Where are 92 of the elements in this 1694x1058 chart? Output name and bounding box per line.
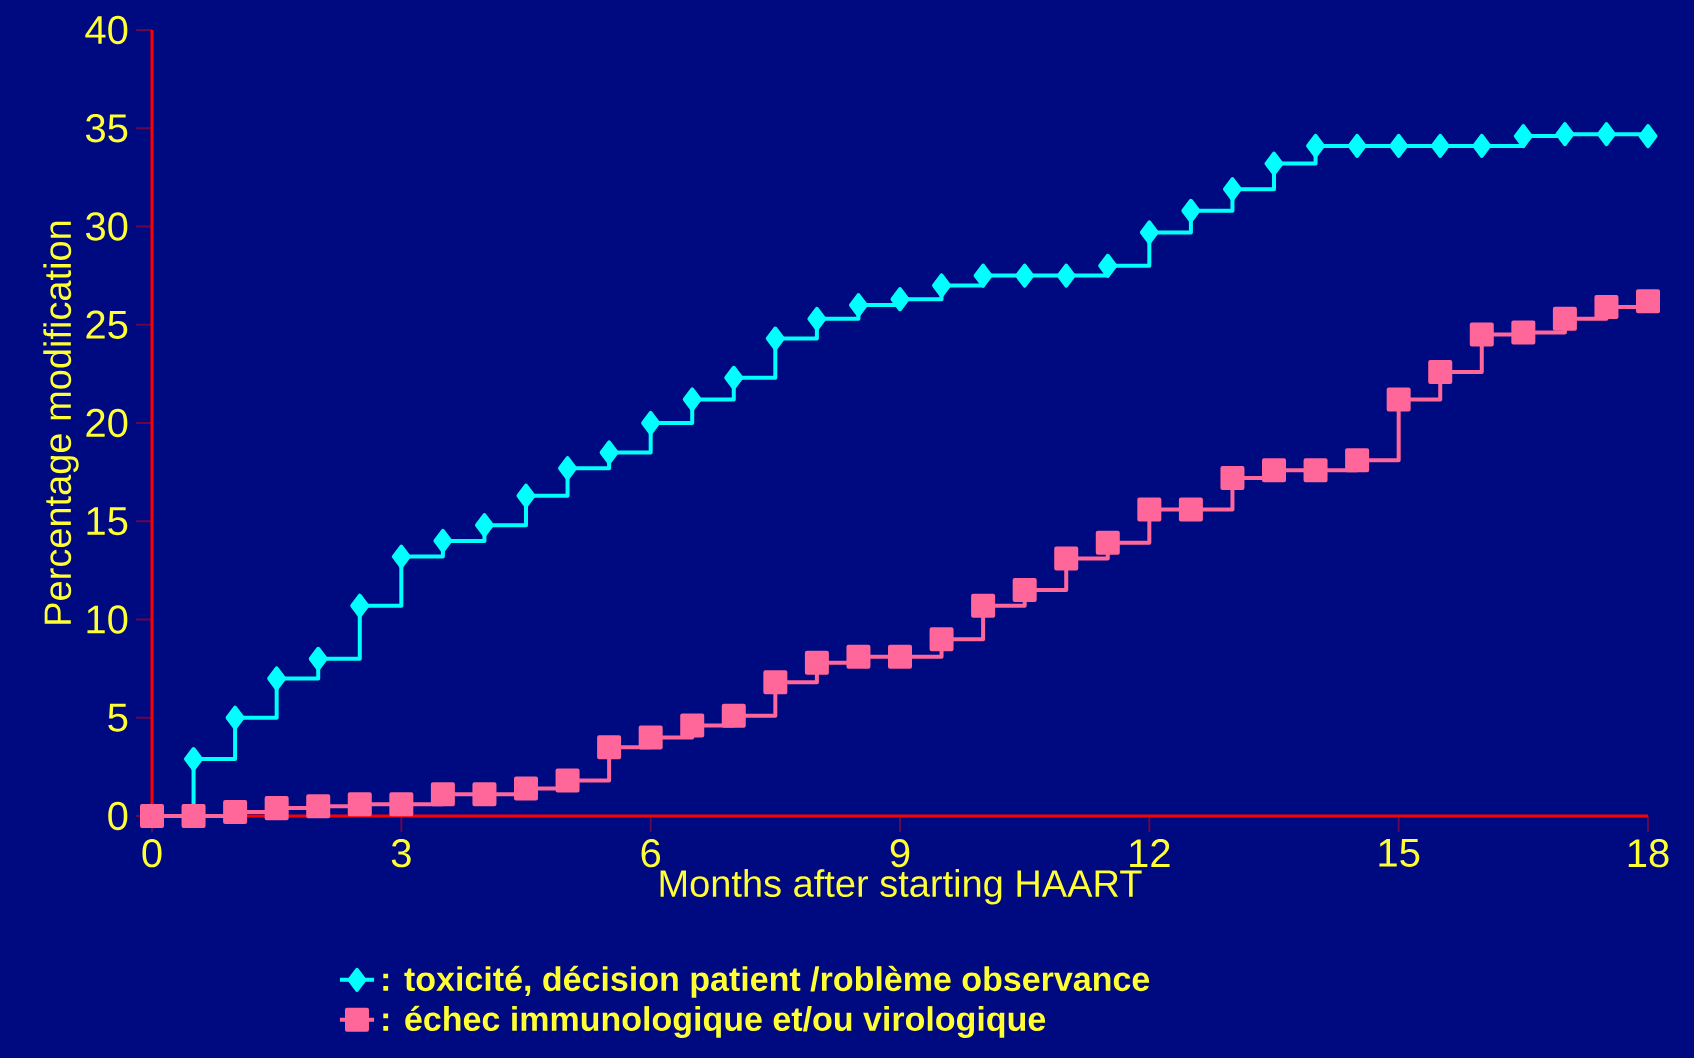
x-tick-label: 6 bbox=[641, 839, 661, 868]
x-tick-label: 3 bbox=[391, 839, 411, 868]
point bbox=[472, 782, 497, 807]
point bbox=[1511, 320, 1536, 345]
point bbox=[848, 293, 868, 318]
point bbox=[223, 800, 248, 825]
x-tick-label: 12 bbox=[1130, 839, 1170, 867]
point bbox=[1220, 466, 1245, 491]
point bbox=[973, 263, 993, 288]
point bbox=[558, 456, 578, 481]
point bbox=[1012, 578, 1037, 603]
y-tick-label: 40 bbox=[85, 15, 128, 45]
point bbox=[682, 387, 702, 412]
y-tick-label: 30 bbox=[85, 212, 128, 241]
point bbox=[1430, 133, 1450, 158]
y-tick-label: 5 bbox=[108, 703, 128, 732]
point bbox=[1054, 546, 1079, 571]
point bbox=[1222, 177, 1242, 202]
point bbox=[641, 410, 661, 435]
point bbox=[1469, 322, 1494, 347]
point bbox=[555, 768, 580, 793]
point bbox=[1137, 497, 1162, 522]
point bbox=[1345, 448, 1370, 473]
point bbox=[391, 544, 411, 569]
point bbox=[807, 306, 827, 331]
x-tick-label: 15 bbox=[1379, 839, 1420, 867]
point bbox=[350, 593, 370, 618]
point bbox=[1095, 530, 1120, 555]
point bbox=[1472, 133, 1492, 158]
point bbox=[1303, 458, 1328, 483]
point bbox=[599, 440, 619, 465]
point bbox=[1594, 295, 1619, 320]
point bbox=[1264, 151, 1284, 176]
point bbox=[347, 792, 372, 817]
point bbox=[1015, 263, 1035, 288]
point bbox=[267, 666, 287, 691]
x-tick-label: 18 bbox=[1628, 839, 1669, 868]
y-tick-label: 25 bbox=[86, 310, 128, 339]
point bbox=[597, 735, 622, 760]
point bbox=[680, 713, 705, 738]
point bbox=[264, 796, 289, 821]
point bbox=[225, 705, 245, 730]
y-tick-label: 15 bbox=[87, 507, 128, 536]
point bbox=[765, 326, 785, 351]
point bbox=[1596, 122, 1616, 147]
point bbox=[474, 513, 494, 538]
point bbox=[1638, 124, 1658, 149]
point bbox=[516, 483, 536, 508]
point bbox=[184, 747, 204, 771]
y-tick-label: 10 bbox=[87, 605, 128, 634]
point bbox=[433, 528, 453, 553]
point bbox=[1098, 253, 1118, 278]
legend-label: : échec immunologique et/ou virologique bbox=[383, 1005, 1046, 1038]
point bbox=[1552, 306, 1577, 331]
point bbox=[181, 803, 206, 828]
point bbox=[971, 593, 996, 618]
point bbox=[1056, 263, 1076, 288]
point bbox=[1636, 289, 1660, 314]
point bbox=[804, 650, 829, 675]
point bbox=[888, 644, 912, 669]
legend-label: : toxicité, décision patient /roblème observance bbox=[383, 965, 1150, 998]
point bbox=[1555, 122, 1575, 147]
point bbox=[1389, 133, 1409, 158]
y-tick-label: 20 bbox=[86, 408, 128, 438]
y-tick-label: 35 bbox=[85, 114, 128, 143]
point bbox=[514, 776, 538, 801]
point bbox=[1181, 198, 1201, 223]
point bbox=[1262, 458, 1287, 483]
point bbox=[846, 644, 871, 669]
point bbox=[724, 365, 744, 390]
y-axis-title: Percentage modification bbox=[43, 221, 79, 624]
point bbox=[932, 273, 952, 298]
point bbox=[1178, 497, 1203, 522]
point bbox=[763, 670, 788, 695]
point bbox=[1347, 133, 1367, 158]
x-tick-label: 0 bbox=[142, 839, 162, 868]
point bbox=[430, 782, 455, 807]
x-tick-label: 9 bbox=[890, 839, 910, 868]
point bbox=[929, 627, 954, 652]
x-axis-title: Months after starting HAART bbox=[660, 869, 1142, 905]
point bbox=[1386, 387, 1411, 412]
point bbox=[1513, 124, 1533, 149]
y-tick-label: 0 bbox=[108, 801, 128, 831]
point bbox=[389, 792, 414, 817]
point bbox=[1139, 220, 1159, 245]
point bbox=[890, 287, 910, 312]
point bbox=[721, 703, 746, 728]
point bbox=[308, 646, 328, 671]
point bbox=[1306, 133, 1326, 158]
point bbox=[1428, 359, 1453, 384]
point bbox=[306, 794, 331, 819]
point bbox=[638, 725, 663, 750]
